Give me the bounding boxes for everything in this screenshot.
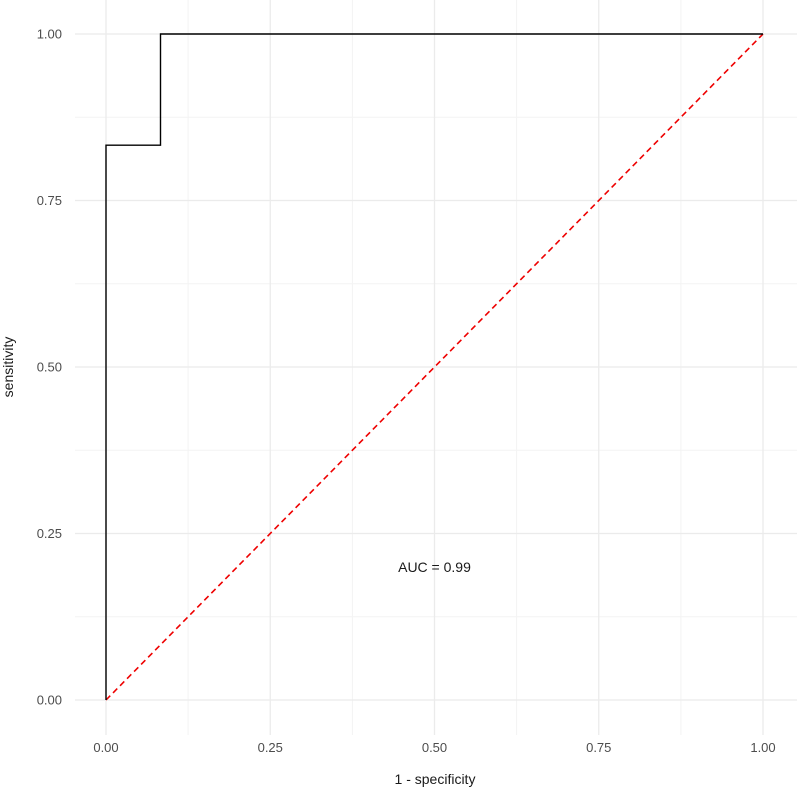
auc-annotation: AUC = 0.99 (398, 559, 471, 575)
major-gridlines (75, 0, 797, 735)
y-tick-label: 0.50 (37, 360, 62, 375)
reference-diagonal-line (105, 33, 764, 701)
x-tick-label: 1.00 (750, 740, 775, 755)
x-tick-label: 0.25 (258, 740, 283, 755)
y-tick-label: 0.75 (37, 193, 62, 208)
x-tick-label: 0.50 (422, 740, 447, 755)
y-tick-label: 1.00 (37, 27, 62, 42)
x-tick-label: 0.00 (93, 740, 118, 755)
x-tick-label: 0.75 (586, 740, 611, 755)
y-axis-ticks: 0.00 0.25 0.50 0.75 1.00 (37, 27, 62, 708)
x-axis-ticks: 0.00 0.25 0.50 0.75 1.00 (93, 740, 775, 755)
y-tick-label: 0.00 (37, 693, 62, 708)
roc-curve-line (105, 33, 763, 700)
x-axis-title: 1 - specificity (395, 771, 476, 787)
y-tick-label: 0.25 (37, 526, 62, 541)
series-layer (105, 33, 764, 701)
y-axis-title: sensitivity (0, 337, 16, 398)
